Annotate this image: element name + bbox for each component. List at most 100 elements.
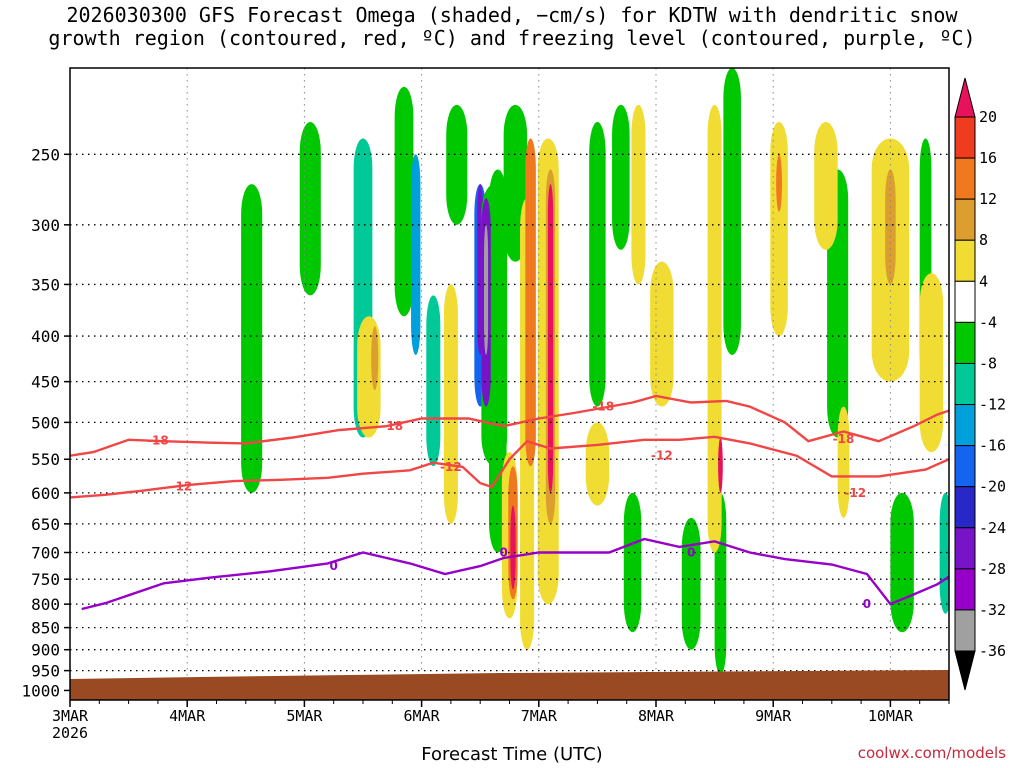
colorbar-label-12: -32 bbox=[979, 601, 1006, 619]
contour-line-0 bbox=[70, 394, 949, 457]
y-tick-label-1: 300 bbox=[31, 216, 60, 235]
y-tick-label-9: 700 bbox=[31, 544, 60, 563]
x-tick-label-5: 8MAR bbox=[638, 707, 675, 725]
x-tick-label-3: 6MAR bbox=[404, 707, 441, 725]
y-tick-label-14: 950 bbox=[31, 662, 60, 681]
omega-region-36 bbox=[631, 104, 646, 285]
omega-region-0 bbox=[241, 184, 263, 493]
colorbar-label-11: -28 bbox=[979, 560, 1006, 578]
colorbar-label-7: -12 bbox=[979, 396, 1006, 414]
omega-region-38 bbox=[707, 104, 722, 553]
y-tick-label-7: 600 bbox=[31, 484, 60, 503]
omega-region-14 bbox=[681, 517, 701, 650]
x-tick-label-2: 5MAR bbox=[286, 707, 323, 725]
contour-label-0-2: -18 bbox=[592, 400, 614, 414]
contour-line-2 bbox=[81, 537, 949, 611]
omega-region-31 bbox=[510, 505, 516, 590]
omega-region-46 bbox=[837, 406, 850, 518]
contour-label-2-3: 0 bbox=[863, 597, 871, 611]
terrain-fill bbox=[70, 670, 949, 700]
omega-region-45 bbox=[919, 273, 944, 453]
colorbar-label-5: -4 bbox=[979, 313, 997, 331]
y-tick-label-11: 800 bbox=[31, 595, 60, 614]
x-axis-title: Forecast Time (UTC) bbox=[421, 744, 603, 765]
colorbar-label-10: -24 bbox=[979, 519, 1006, 537]
y-tick-label-12: 850 bbox=[31, 619, 60, 638]
y-tick-label-8: 650 bbox=[31, 515, 60, 534]
colorbar: 20 16 12 8 4 -4 -8 -12 -16 -20 -24 -28 -32 -36 bbox=[954, 77, 1006, 691]
credit-link[interactable]: coolwx.com/models bbox=[857, 744, 1006, 762]
colorbar-label-3: 8 bbox=[979, 231, 988, 249]
contour-label-1-2: -12 bbox=[651, 449, 673, 463]
colorbar-box-7 bbox=[954, 404, 976, 447]
omega-region-6 bbox=[446, 104, 468, 225]
colorbar-label-13: -36 bbox=[979, 642, 1006, 660]
contour-lines: -18 -18 -18 -18 -12 -12 -12 -12 0 0 0 0 bbox=[70, 394, 949, 611]
contour-label-1-0: -12 bbox=[170, 479, 192, 493]
colorbar-box-4 bbox=[954, 280, 976, 323]
colorbar-cap-bottom bbox=[954, 650, 976, 691]
omega-region-25 bbox=[525, 138, 536, 467]
omega-region-5 bbox=[426, 295, 441, 467]
colorbar-box-10 bbox=[954, 527, 976, 570]
chart-title-line2: growth region (contoured, red, ºC) and f… bbox=[48, 26, 976, 50]
x-tick-label-1: 4MAR bbox=[169, 707, 206, 725]
colorbar-box-5 bbox=[954, 321, 976, 364]
omega-region-13 bbox=[623, 492, 642, 633]
y-tick-label-0: 250 bbox=[31, 145, 60, 164]
omega-region-18 bbox=[890, 492, 914, 633]
omega-region-34 bbox=[443, 284, 458, 524]
x-tick-label-7: 10MAR bbox=[868, 707, 914, 725]
colorbar-box-12 bbox=[954, 609, 976, 652]
omega-region-16 bbox=[723, 68, 741, 355]
chart-title: 2026030300 GFS Forecast Omega (shaded, −… bbox=[0, 4, 1024, 50]
omega-region-41 bbox=[776, 154, 782, 212]
contour-label-1-3: -12 bbox=[844, 486, 866, 500]
omega-region-40 bbox=[770, 122, 788, 337]
y-tick-label-5: 500 bbox=[31, 413, 60, 432]
colorbar-label-1: 16 bbox=[979, 149, 997, 167]
y-tick-label-6: 550 bbox=[31, 450, 60, 469]
colorbar-label-8: -16 bbox=[979, 437, 1006, 455]
colorbar-label-0: 20 bbox=[979, 108, 997, 126]
omega-shading bbox=[241, 68, 949, 675]
omega-region-20 bbox=[939, 492, 949, 614]
y-tick-label-13: 900 bbox=[31, 641, 60, 660]
contour-label-2-2: 0 bbox=[687, 546, 695, 560]
omega-region-33 bbox=[371, 326, 379, 391]
colorbar-box-3 bbox=[954, 239, 976, 282]
y-axis: 250 300 350 400 450 500 550 600 650 700 750 800 850 9… bbox=[21, 145, 70, 700]
contour-label-2-1: 0 bbox=[499, 546, 507, 560]
omega-region-3 bbox=[394, 86, 414, 317]
chart-title-line1: 2026030300 GFS Forecast Omega (shaded, −… bbox=[66, 3, 958, 27]
colorbar-box-2 bbox=[954, 198, 976, 241]
colorbar-label-9: -20 bbox=[979, 478, 1006, 496]
y-tick-label-4: 450 bbox=[31, 373, 60, 392]
x-tick-label-0: 3MAR bbox=[52, 707, 89, 725]
colorbar-box-9 bbox=[954, 486, 976, 529]
omega-region-37 bbox=[650, 261, 674, 407]
omega-region-12 bbox=[612, 104, 630, 250]
colorbar-box-11 bbox=[954, 568, 976, 611]
colorbar-label-6: -8 bbox=[979, 354, 997, 372]
contour-label-1-1: -12 bbox=[440, 460, 462, 474]
plot-area: -18 -18 -18 -18 -12 -12 -12 -12 0 0 0 0 bbox=[70, 68, 949, 700]
contour-label-0-1: -18 bbox=[381, 419, 403, 433]
x-axis: 3MAR 4MAR 5MAR 6MAR 7MAR 8MAR 9MAR 10MAR 2026 bbox=[52, 700, 950, 742]
omega-region-42 bbox=[814, 122, 838, 250]
y-tick-label-3: 400 bbox=[31, 327, 60, 346]
contour-line-1 bbox=[70, 435, 949, 499]
colorbar-box-6 bbox=[954, 362, 976, 406]
contour-label-2-0: 0 bbox=[330, 559, 338, 573]
x-tick-label-4: 7MAR bbox=[521, 707, 558, 725]
omega-region-11 bbox=[589, 122, 606, 407]
y-tick-label-15: 1000 bbox=[21, 681, 60, 700]
x-year-label: 2026 bbox=[52, 724, 88, 742]
omega-region-28 bbox=[484, 224, 489, 355]
contour-label-0-0: -18 bbox=[147, 434, 169, 448]
colorbar-label-2: 12 bbox=[979, 190, 997, 208]
contour-label-0-3: -18 bbox=[833, 432, 855, 446]
omega-region-35 bbox=[585, 422, 610, 506]
y-tick-label-10: 750 bbox=[31, 570, 60, 589]
